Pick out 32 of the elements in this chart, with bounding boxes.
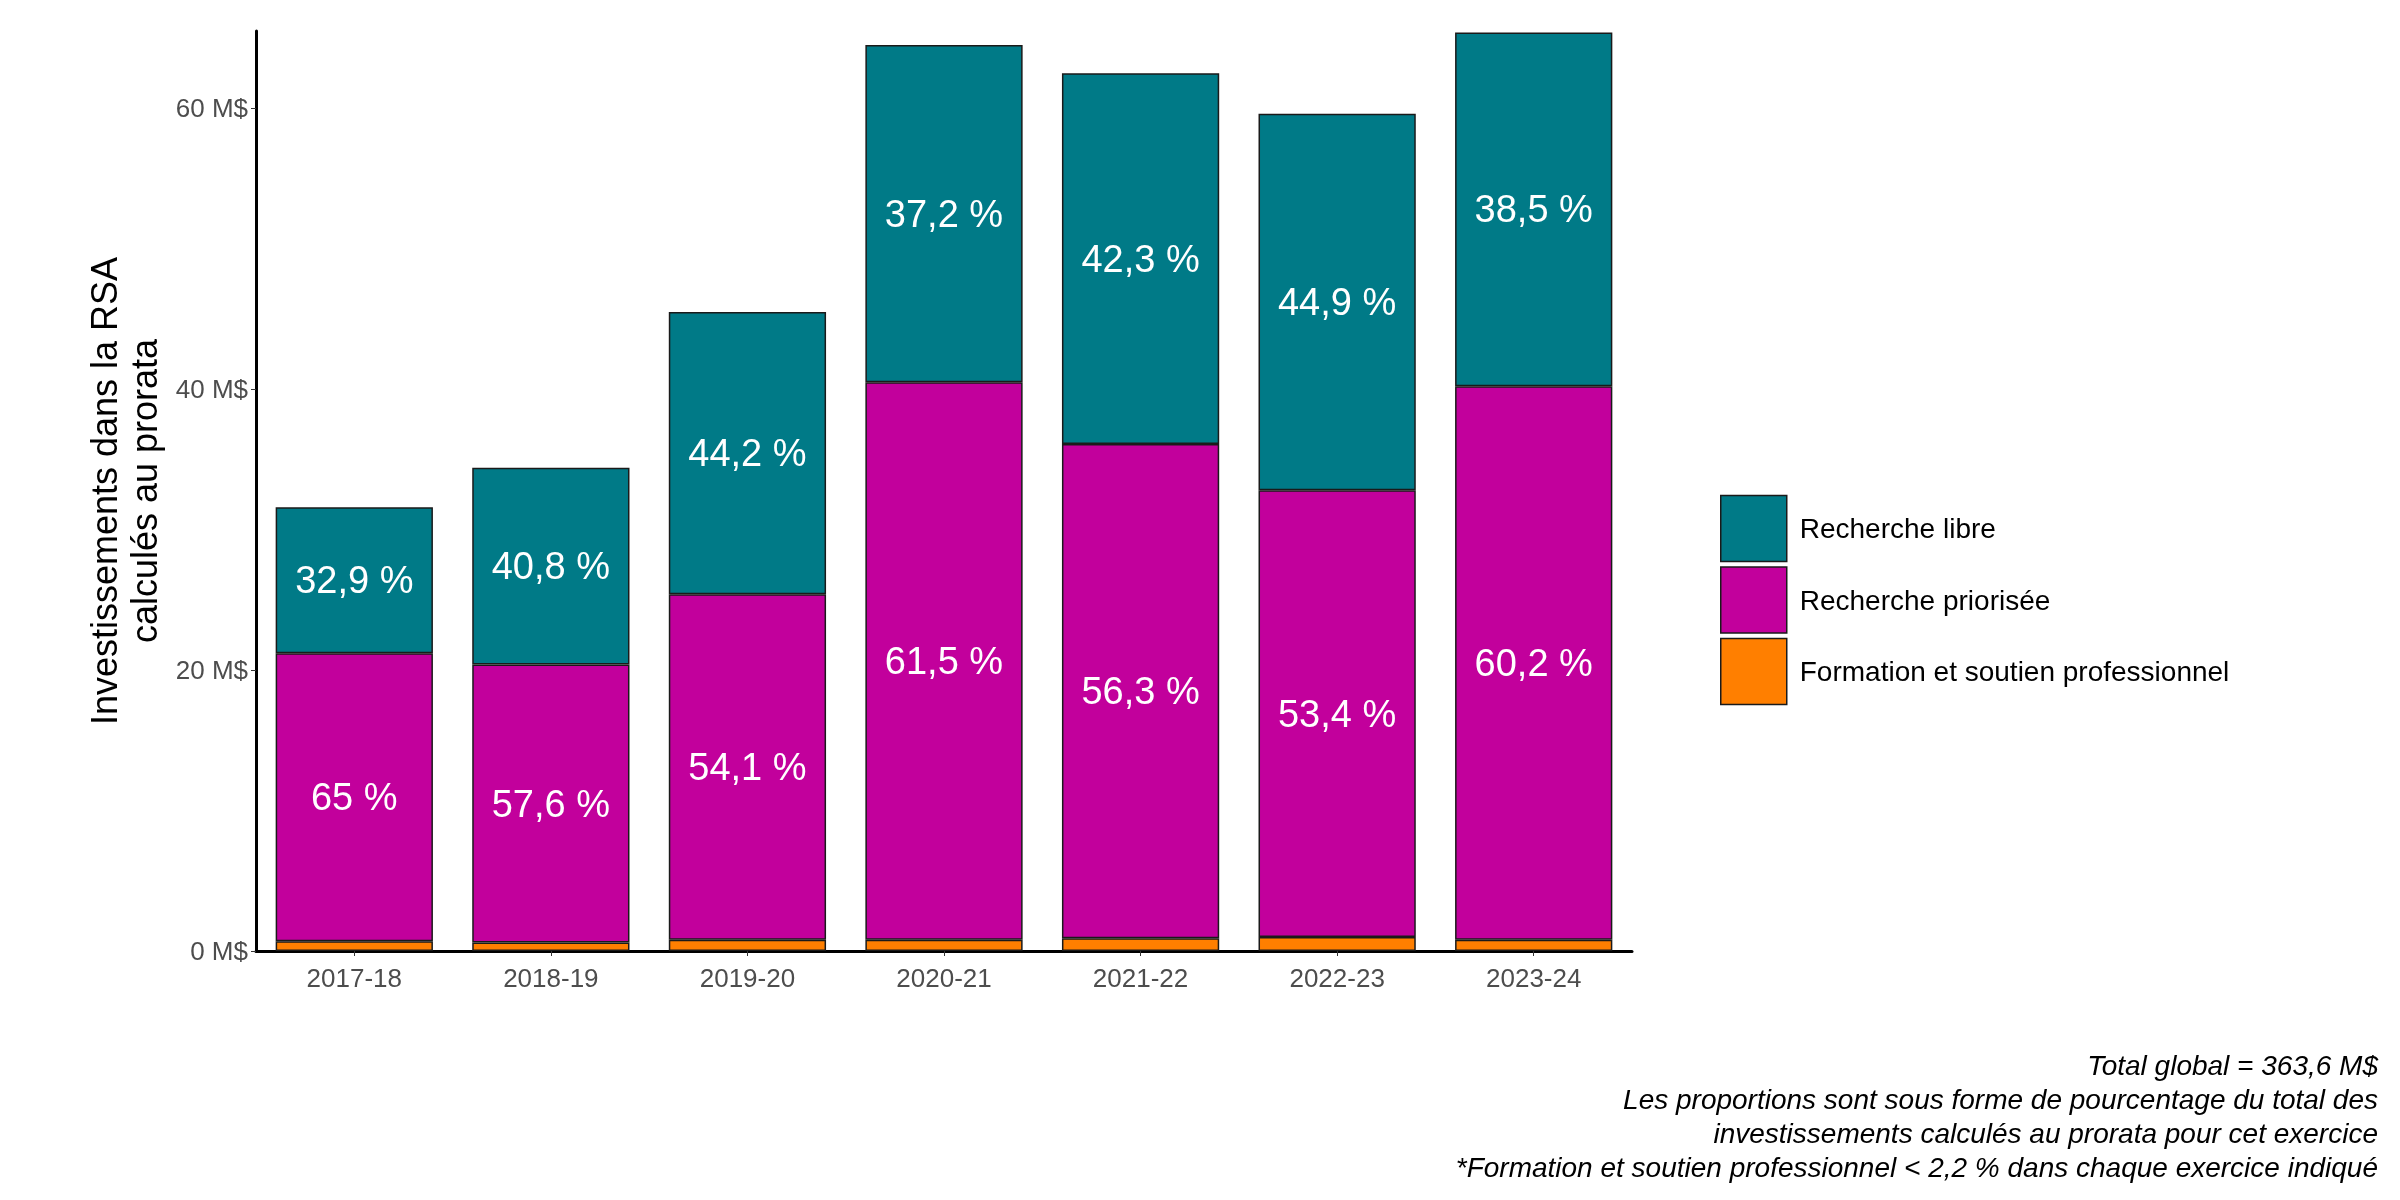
- x-tick-label: 2017-18: [306, 963, 402, 993]
- y-tick-label: 60 M$: [175, 93, 249, 124]
- y-tick-label: 0 M$: [190, 936, 249, 966]
- text: *Formation et soutien professionnel < 2,2 % dans chaque exercice indiqué: [1455, 1151, 2378, 1183]
- legend-label: Formation et soutien professionnel: [1799, 656, 2230, 687]
- annotation: 53,4 %: [1277, 692, 1397, 735]
- y-tick-label: 40 M$: [175, 374, 249, 405]
- annotation: 42,3 %: [1081, 237, 1200, 280]
- text: Total global = 363,6 M$: [2087, 1049, 2379, 1081]
- annotation: 54,1 %: [688, 746, 807, 788]
- x-tick-label: 2021-22: [1092, 963, 1189, 993]
- x-tick-label: 2023-24: [1486, 963, 1582, 993]
- y-tick-label: 20 M$: [175, 655, 249, 686]
- annotation: 40,8 %: [491, 545, 611, 588]
- legend-label: Recherche libre: [1799, 513, 1996, 544]
- legend-label: Recherche priorisée: [1799, 584, 2051, 616]
- annotation: 44,9 %: [1277, 281, 1397, 324]
- x-tick-label: 2019-20: [699, 963, 796, 993]
- annotation: 38,5 %: [1474, 188, 1593, 231]
- annotation: 57,6 %: [491, 782, 611, 825]
- annotation: 60,2 %: [1474, 642, 1593, 685]
- annotation: 65 %: [310, 776, 398, 819]
- y-axis-title: Investissements dans la RSA calculés au prorata: [84, 256, 166, 726]
- x-tick-label: 2018-19: [503, 963, 599, 993]
- x-tick-label: 2020-21: [896, 963, 992, 993]
- annotation: 61,5 %: [884, 639, 1004, 682]
- annotation: 32,9 %: [295, 559, 414, 602]
- annotation: 56,3 %: [1081, 670, 1200, 713]
- annotation: 37,2 %: [884, 192, 1004, 235]
- text: Les proportions sont sous forme de pourcentage du total des investissements calculés au prorata pour cet exercice: [1623, 1083, 2378, 1149]
- annotation: 44,2 %: [688, 432, 807, 475]
- x-tick-label: 2022-23: [1289, 963, 1385, 993]
